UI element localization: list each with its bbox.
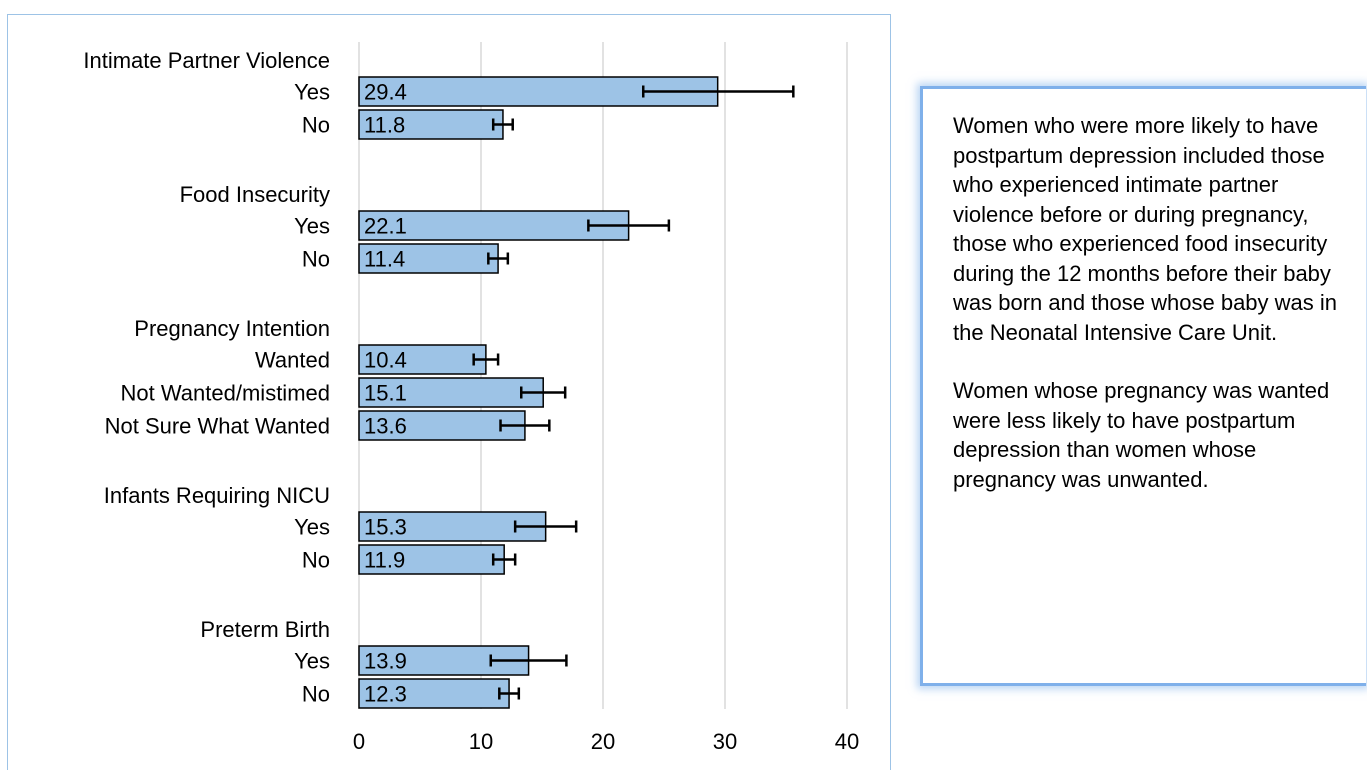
x-tick-label: 40 [835, 729, 859, 754]
callout-paragraph-1: Women who were more likely to have postp… [953, 113, 1338, 345]
data-label: 29.4 [364, 80, 407, 105]
bar [358, 377, 544, 408]
group-title: Pregnancy Intention [134, 316, 330, 341]
category-label: Not Sure What Wanted [105, 414, 330, 439]
data-label: 11.4 [364, 247, 405, 272]
x-tick-label: 0 [353, 729, 365, 754]
category-label: Yes [294, 649, 330, 674]
data-label: 13.6 [364, 414, 407, 439]
category-label: No [302, 682, 330, 707]
data-label: 15.3 [364, 515, 407, 540]
category-label: Wanted [255, 348, 330, 373]
category-label: No [302, 113, 330, 138]
category-label: No [302, 548, 330, 573]
group-title: Infants Requiring NICU [104, 483, 330, 508]
x-tick-label: 20 [591, 729, 615, 754]
bar [358, 109, 504, 140]
bar [358, 544, 505, 575]
group-title: Food Insecurity [180, 182, 330, 207]
bar-chart: 0 10 20 30 40 Intimate Partner Violence Yes 29.… [83, 42, 859, 754]
bar [358, 410, 526, 441]
data-label: 10.4 [364, 348, 407, 373]
callout-box: Women who were more likely to have postp… [920, 86, 1366, 686]
category-label: Not Wanted/mistimed [121, 381, 330, 406]
category-label: No [302, 247, 330, 272]
x-tick-label: 10 [469, 729, 493, 754]
category-label: Yes [294, 515, 330, 540]
category-label: Yes [294, 214, 330, 239]
group-title: Preterm Birth [200, 617, 330, 642]
data-label: 15.1 [364, 381, 407, 406]
data-label: 22.1 [364, 214, 407, 239]
bar [358, 678, 510, 709]
callout-paragraph-2: Women whose pregnancy was wanted were le… [953, 378, 1330, 492]
x-tick-label: 30 [713, 729, 737, 754]
category-label: Yes [294, 80, 330, 105]
data-label: 13.9 [364, 649, 407, 674]
data-label: 11.9 [364, 548, 405, 573]
group-title: Intimate Partner Violence [83, 48, 330, 73]
chart-frame: 0 10 20 30 40 Intimate Partner Violence Yes 29.… [7, 14, 891, 770]
data-label: 12.3 [364, 682, 407, 707]
data-label: 11.8 [364, 113, 405, 138]
